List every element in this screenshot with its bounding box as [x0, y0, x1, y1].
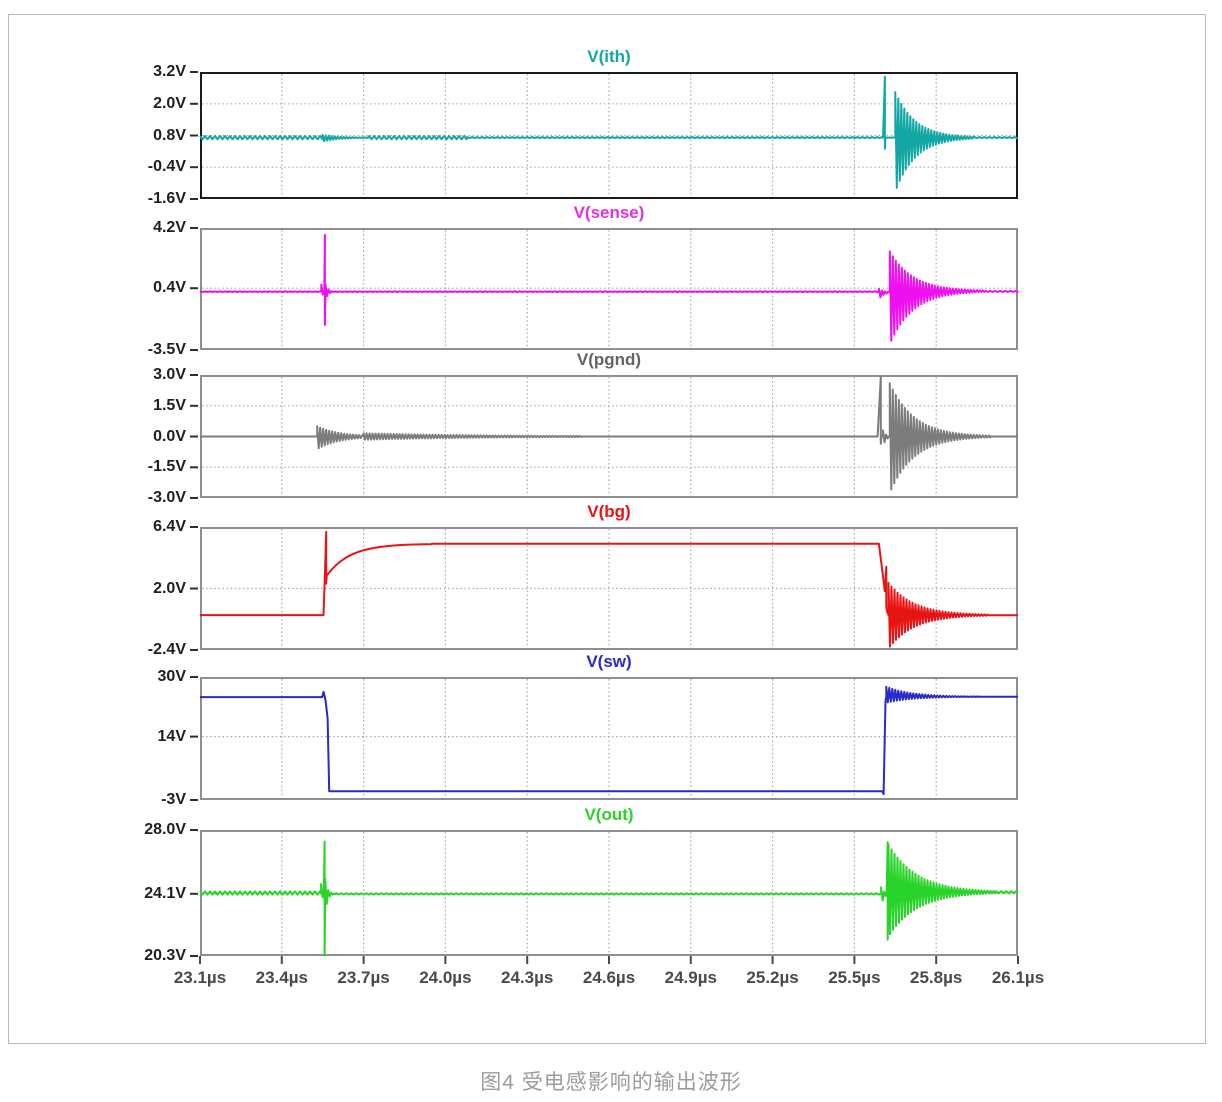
y-tick-label: 0.0V [153, 427, 186, 445]
plot-v-sw [190, 676, 1018, 801]
y-tick-label: -3V [161, 791, 186, 808]
panel-v-ith [190, 71, 1019, 200]
x-axis [199, 956, 1019, 966]
y-tick-label: 3.2V [153, 63, 186, 80]
y-tick-label: 30V [157, 668, 186, 685]
x-tick-label: 23.1µs [173, 968, 227, 987]
y-tick-label: -3.5V [147, 341, 186, 358]
trace-v-sw [200, 685, 1018, 795]
trace-v-out [199, 840, 1019, 957]
panel-title-v-bg: V(bg) [587, 502, 631, 521]
panel-v-pgnd [190, 374, 1018, 499]
y-tick-label: 3.0V [153, 366, 186, 383]
panel-v-bg [190, 526, 1018, 651]
x-tick-label: 23.4µs [255, 968, 308, 987]
x-tick-label: 24.0µs [419, 968, 472, 987]
x-tick-label: 25.2µs [746, 968, 799, 987]
plot-v-out [190, 829, 1019, 957]
y-tick-label: 20.3V [144, 947, 186, 964]
x-tick-label: 24.6µs [582, 968, 636, 987]
trace-v-pgnd [200, 376, 1018, 491]
plot-v-bg [190, 526, 1018, 651]
y-tick-label: -0.4V [147, 158, 186, 176]
y-tick-label: 14V [157, 727, 186, 745]
y-tick-label: 24.1V [144, 884, 186, 902]
x-tick-label: 24.3µs [501, 968, 554, 987]
plot-v-pgnd [190, 374, 1018, 499]
x-tick-label: 25.8µs [910, 968, 963, 987]
plot-v-sense [190, 227, 1019, 351]
panel-v-out [190, 829, 1019, 957]
x-axis-ticks [199, 956, 1019, 964]
x-tick-label: 25.5µs [828, 968, 881, 987]
y-tick-label: 1.5V [153, 396, 186, 414]
y-tick-label: 4.2V [153, 219, 186, 236]
x-tick-label: 23.7µs [337, 968, 390, 987]
y-tick-label: 2.0V [153, 579, 186, 597]
y-tick-label: 0.8V [153, 126, 186, 144]
x-tick-label: 24.9µs [664, 968, 717, 987]
y-tick-label: 6.4V [153, 518, 186, 535]
panel-title-v-ith: V(ith) [587, 47, 631, 66]
trace-v-bg [200, 530, 1018, 648]
figure-caption: 图4 受电感影响的输出波形 [480, 1071, 742, 1094]
panel-title-v-sw: V(sw) [586, 652, 632, 671]
panel-v-sw [190, 676, 1018, 801]
y-tick-label: -1.6V [147, 190, 186, 207]
y-tick-label: -3.0V [147, 489, 186, 506]
panel-title-v-out: V(out) [584, 805, 634, 824]
y-tick-label: -1.5V [147, 458, 186, 476]
panel-v-sense [190, 227, 1019, 351]
y-tick-label: 2.0V [153, 94, 186, 112]
plot-v-ith [190, 71, 1019, 200]
x-tick-label: 26.1µs [991, 968, 1045, 987]
y-tick-label: 0.4V [153, 279, 186, 297]
y-tick-label: -2.4V [147, 641, 186, 658]
trace-v-ith [199, 75, 1019, 189]
panel-title-v-sense: V(sense) [573, 203, 645, 222]
trace-v-sense [199, 234, 1019, 342]
panel-title-v-pgnd: V(pgnd) [576, 350, 642, 369]
y-tick-label: 28.0V [144, 821, 186, 838]
